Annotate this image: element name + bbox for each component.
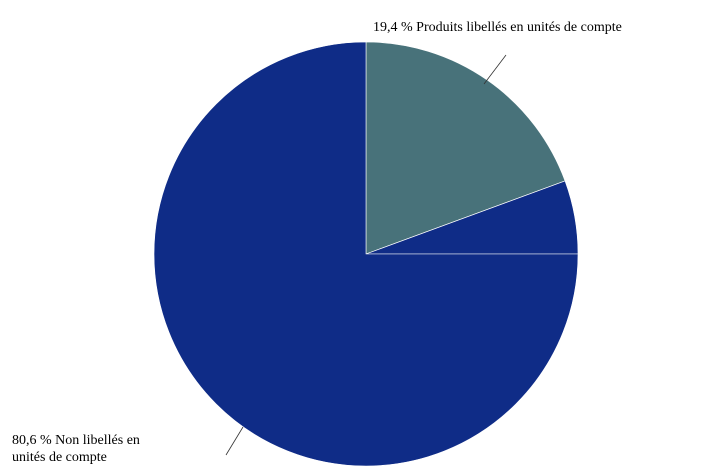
pie-slices (153, 41, 579, 467)
leader-line-units (483, 54, 507, 85)
slice-label-non-units: 80,6 % Non libellés en unités de compte (12, 433, 143, 465)
pie-slice-3 (153, 41, 579, 467)
pie-labels: 19,4 % Produits libellés en unités de co… (12, 20, 622, 465)
leader-line-non-units (225, 426, 244, 456)
slice-label-units: 19,4 % Produits libellés en unités de co… (373, 20, 622, 35)
